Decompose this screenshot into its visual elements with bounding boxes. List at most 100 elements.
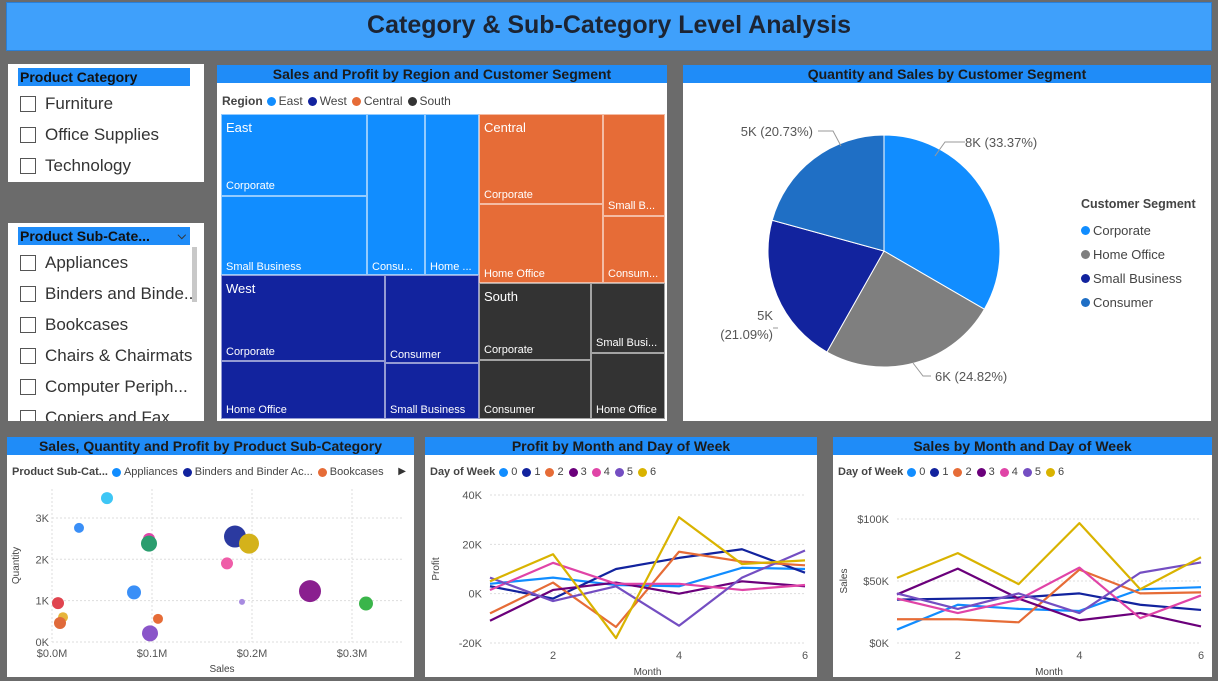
legend-item-home-office[interactable]: Home Office <box>1081 242 1196 266</box>
legend-item-consumer[interactable]: Consumer <box>1081 290 1196 314</box>
scatter-point[interactable] <box>239 533 259 554</box>
legend-item-appliances[interactable]: Appliances <box>111 466 178 478</box>
legend-dot <box>976 467 986 477</box>
scatter-point[interactable] <box>359 596 373 611</box>
legend-item-day-0[interactable]: 0 <box>499 466 517 478</box>
treemap-tile-central-consumer[interactable]: Consum... <box>603 216 665 283</box>
legend-item-corporate[interactable]: Corporate <box>1081 218 1196 242</box>
checkbox[interactable] <box>20 254 36 271</box>
scrollbar[interactable] <box>192 247 197 302</box>
pie-slice-corporate[interactable] <box>883 134 1001 310</box>
legend-item-east[interactable]: East <box>266 94 303 108</box>
legend-item-day-6[interactable]: 6 <box>1045 466 1064 478</box>
checkbox[interactable] <box>20 378 36 395</box>
treemap-tile-east-home-office[interactable]: Home ... <box>425 114 479 275</box>
series-line-day-6[interactable] <box>489 516 806 640</box>
legend-item-bookcases[interactable]: Bookcases <box>317 466 384 478</box>
scatter-point[interactable] <box>142 625 158 642</box>
legend-item-central[interactable]: Central <box>351 94 403 108</box>
legend-item-day-2[interactable]: 2 <box>953 466 972 478</box>
series-line-day-2[interactable] <box>897 568 1202 624</box>
legend-item-binders[interactable]: Binders and Binder Ac... <box>182 466 313 478</box>
treemap-tile-west-consumer[interactable]: Consumer <box>385 275 479 363</box>
checkbox[interactable] <box>20 409 36 421</box>
scatter-point[interactable] <box>74 522 84 533</box>
series-line-day-3[interactable] <box>489 580 806 622</box>
legend-item-day-3[interactable]: 3 <box>976 466 995 478</box>
series-line-day-5[interactable] <box>896 561 1202 615</box>
tile-label: Small Business <box>390 404 466 416</box>
treemap-tile-central-home-office[interactable]: Home Office <box>479 204 603 283</box>
series-line-day-3[interactable] <box>896 567 1202 628</box>
slicer-item-technology[interactable]: Technology <box>18 150 204 181</box>
slicer-item-bookcases[interactable]: Bookcases <box>18 309 204 340</box>
treemap-tile-south-consumer[interactable]: Consumer <box>479 360 591 419</box>
legend-dot <box>307 96 317 106</box>
treemap-tile-east-small-business[interactable]: Small Business <box>221 196 367 275</box>
scatter-point[interactable] <box>239 598 245 605</box>
chevron-down-icon[interactable]: ⌵ <box>177 230 186 242</box>
pie-slice-small-business[interactable] <box>767 219 885 353</box>
pie-slice-home-office[interactable] <box>826 250 986 368</box>
legend-next-icon[interactable]: ▶ <box>398 466 406 477</box>
checkbox[interactable] <box>20 126 36 143</box>
legend-item-day-4[interactable]: 4 <box>999 466 1018 478</box>
checkbox[interactable] <box>20 347 36 364</box>
legend-item-small-business[interactable]: Small Business <box>1081 266 1196 290</box>
slicer-item-appliances[interactable]: Appliances <box>18 247 204 278</box>
legend-item-day-5[interactable]: 5 <box>1022 466 1041 478</box>
series-line-day-0[interactable] <box>489 566 806 588</box>
slicer-item-furniture[interactable]: Furniture <box>18 88 204 119</box>
legend-item-day-0[interactable]: 0 <box>907 466 925 478</box>
legend-dot <box>637 467 647 477</box>
slicer-item-office-supplies[interactable]: Office Supplies <box>18 119 204 150</box>
legend-item-day-2[interactable]: 2 <box>545 466 564 478</box>
treemap-tile-west-corporate[interactable]: West Corporate <box>221 275 385 361</box>
series-line-day-6[interactable] <box>896 522 1202 591</box>
scatter-point[interactable] <box>127 585 141 600</box>
series-line-day-4[interactable] <box>896 566 1202 620</box>
legend-item-day-5[interactable]: 5 <box>614 466 633 478</box>
series-line-day-4[interactable] <box>489 561 806 592</box>
treemap-tile-east-consumer[interactable]: Consu... <box>367 114 425 275</box>
legend-item-day-4[interactable]: 4 <box>591 466 610 478</box>
treemap-tile-west-home-office[interactable]: Home Office <box>221 361 385 419</box>
y-tick-label: 3K <box>36 513 50 525</box>
treemap-tile-west-small-business[interactable]: Small Business <box>385 363 479 419</box>
treemap-tile-south-home-office[interactable]: Home Office <box>591 353 665 419</box>
scatter-point[interactable] <box>101 492 113 505</box>
scatter-point[interactable] <box>141 535 157 552</box>
series-line-day-5[interactable] <box>489 549 806 627</box>
slicer-header[interactable]: Product Sub-Cate... ⌵ <box>18 227 190 245</box>
legend-item-day-6[interactable]: 6 <box>637 466 656 478</box>
sales-line-chart: $0K $50K $100K 2 4 6 Month Sales <box>839 514 1204 677</box>
treemap-tile-central-corporate[interactable]: Central Corporate <box>479 114 603 204</box>
tile-label: Corporate <box>484 189 533 201</box>
slicer-item-copiers[interactable]: Copiers and Fax <box>18 402 204 421</box>
legend-item-day-3[interactable]: 3 <box>568 466 587 478</box>
legend-label: 1 <box>534 466 541 478</box>
legend-item-west[interactable]: West <box>307 94 347 108</box>
checkbox[interactable] <box>20 316 36 333</box>
scatter-point[interactable] <box>299 580 321 603</box>
treemap-tile-central-small-business[interactable]: Small B... <box>603 114 665 216</box>
checkbox[interactable] <box>20 285 36 302</box>
treemap-tile-east-corporate[interactable]: East Corporate <box>221 114 367 196</box>
checkbox[interactable] <box>20 157 36 174</box>
scatter-point[interactable] <box>153 613 163 624</box>
series-line-day-2[interactable] <box>489 550 806 629</box>
checkbox[interactable] <box>20 95 36 112</box>
legend-item-day-1[interactable]: 1 <box>522 466 540 478</box>
slicer-item-binders[interactable]: Binders and Binde... <box>18 278 204 309</box>
treemap-tile-south-corporate[interactable]: South Corporate <box>479 283 591 360</box>
legend-item-south[interactable]: South <box>407 94 451 108</box>
pie-slice-consumer[interactable] <box>771 134 885 252</box>
scatter-point[interactable] <box>54 616 66 629</box>
scatter-point[interactable] <box>221 557 233 570</box>
treemap-tile-south-small-business[interactable]: Small Busi... <box>591 283 665 353</box>
scatter-point[interactable] <box>52 597 64 610</box>
legend-dot <box>317 467 327 477</box>
slicer-item-chairs[interactable]: Chairs & Chairmats <box>18 340 204 371</box>
slicer-item-computer-peripherals[interactable]: Computer Periph... <box>18 371 204 402</box>
legend-item-day-1[interactable]: 1 <box>930 466 948 478</box>
